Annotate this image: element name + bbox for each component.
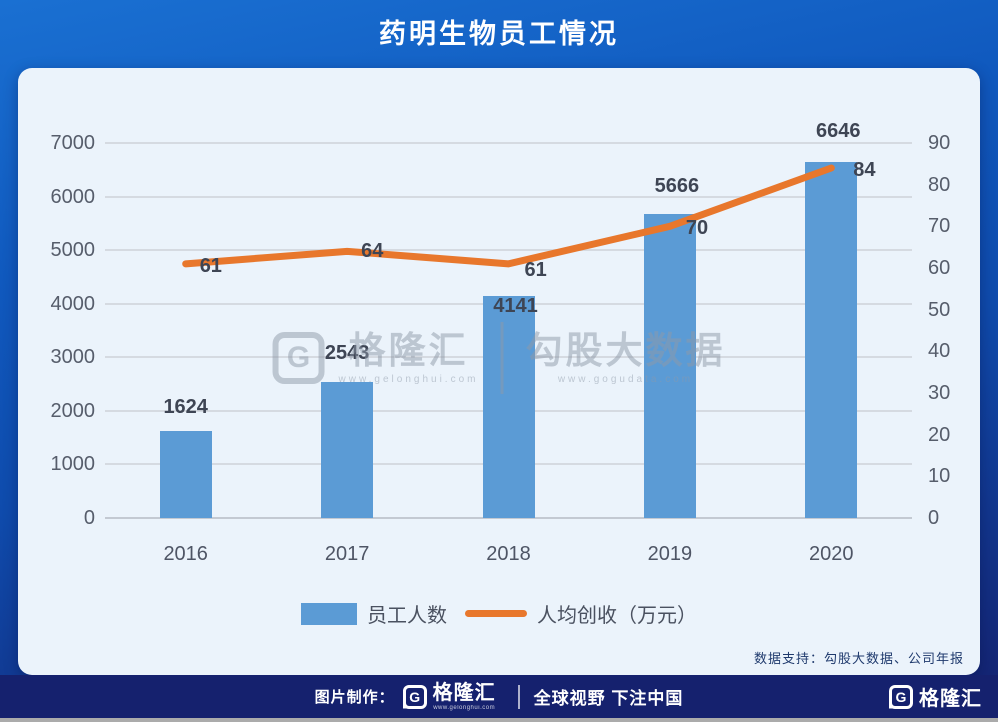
y-axis-left-tick: 5000 (50, 239, 96, 262)
x-axis-tick-2019: 2019 (647, 543, 693, 565)
gelonghui-logo-icon: G (889, 684, 913, 709)
bar-2018 (482, 296, 535, 518)
bar-2017 (321, 381, 374, 518)
line-value-2020: 84 (853, 159, 876, 181)
footer-bar: 图片制作： G 格隆汇 www.gelonghui.com 全球视野 下注中国 (0, 675, 998, 718)
x-axis-tick-2016: 2016 (163, 543, 208, 565)
line-series (182, 164, 835, 268)
bar-value-2018: 4141 (493, 295, 538, 318)
x-axis-tick-2018: 2018 (486, 543, 531, 565)
gridline (105, 517, 912, 519)
legend-bar-swatch (301, 602, 357, 625)
line-path (182, 164, 835, 268)
footer-made-by: 图片制作： (314, 689, 395, 706)
legend: 员工人数 人均创收（万元） (18, 599, 980, 628)
page-title: 药明生物员工情况 (379, 18, 619, 49)
y-axis-right-tick: 90 (928, 132, 951, 154)
y-axis-right-tick: 0 (928, 507, 940, 529)
gridline (105, 195, 912, 198)
footer-brand-logo: G 格隆汇 www.gelonghui.com (402, 681, 496, 711)
y-axis-left-tick: 6000 (50, 185, 96, 208)
footer-brand-name: 格隆汇 (432, 681, 496, 704)
y-axis-left-tick: 2000 (50, 399, 96, 422)
x-axis-tick-2020: 2020 (809, 543, 854, 565)
y-axis-left-tick: 7000 (50, 132, 96, 154)
combo-chart: 0 1000 2000 3000 4000 5000 6000 7000 0 10 20 30 40 50… (18, 68, 980, 675)
bar-2016 (159, 431, 212, 518)
y-axis-right-tick: 10 (928, 465, 951, 488)
footer-divider (517, 684, 520, 709)
bar-value-2016: 1624 (163, 396, 208, 418)
y-axis-right-tick: 40 (928, 340, 951, 363)
line-value-2019: 70 (685, 217, 709, 240)
line-value-2018: 61 (524, 258, 547, 281)
gridline (105, 142, 912, 144)
data-support-note: 数据支持：勾股大数据、公司年报 (753, 651, 964, 666)
y-axis-left-tick: 3000 (50, 346, 96, 369)
y-axis-right-tick: 30 (928, 382, 951, 404)
bar-2020 (805, 161, 858, 518)
y-axis-left-tick: 0 (83, 507, 95, 529)
bar-value-2017: 2543 (324, 341, 370, 364)
y-axis-left-tick: 4000 (50, 292, 96, 315)
legend-line-swatch (465, 610, 527, 617)
legend-bar-label: 员工人数 (367, 605, 447, 627)
bar-value-2020: 6646 (816, 119, 861, 142)
footer-brand-url: www.gelonghui.com (433, 704, 496, 711)
bar-value-2019: 5666 (654, 175, 700, 198)
title-bar: 药明生物员工情况 (0, 0, 998, 68)
y-axis-right-tick: 80 (928, 173, 951, 196)
gelonghui-logo-icon: G (402, 684, 427, 709)
chart-card: 0 1000 2000 3000 4000 5000 6000 7000 0 10 20 30 40 50… (18, 68, 980, 675)
y-axis-right-tick: 60 (928, 257, 951, 279)
x-axis-tick-2017: 2017 (324, 543, 370, 565)
footer-right-logo: G 格隆汇 (889, 675, 982, 718)
footer-right-brand-name: 格隆汇 (919, 688, 982, 710)
gridline (105, 249, 912, 252)
legend-line-label: 人均创收（万元） (537, 605, 697, 627)
line-value-2017: 64 (361, 240, 384, 263)
line-value-2016: 61 (199, 254, 222, 277)
footer-slogan: 全球视野 下注中国 (533, 689, 684, 708)
y-axis-right-tick: 70 (928, 215, 951, 238)
y-axis-left-tick: 1000 (50, 453, 96, 476)
y-axis-right-tick: 50 (928, 298, 951, 321)
y-axis-right-tick: 20 (928, 423, 951, 446)
bar-2019 (643, 214, 696, 518)
bottom-strip (0, 718, 998, 722)
